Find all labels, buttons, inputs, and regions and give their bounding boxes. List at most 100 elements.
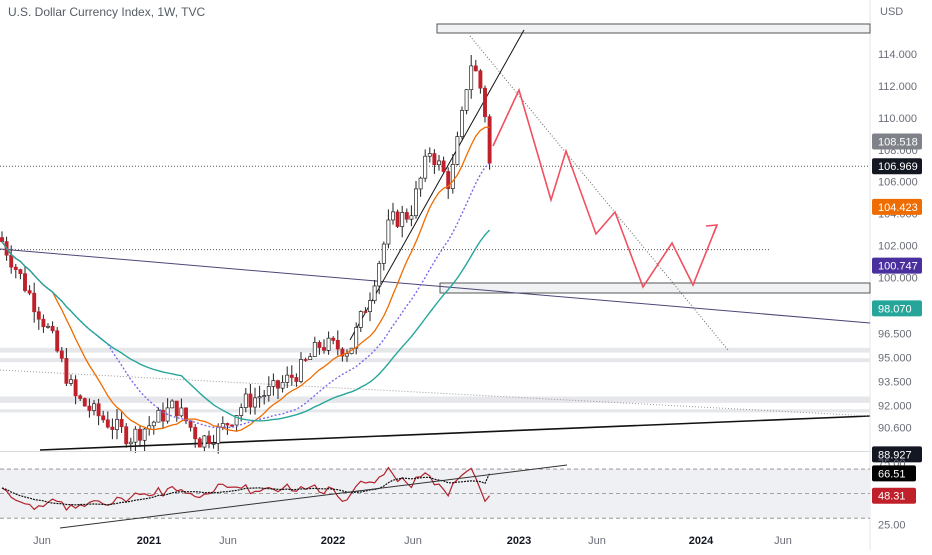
candle-body <box>414 188 418 217</box>
candle-body <box>303 359 308 361</box>
candle-body <box>216 426 221 444</box>
support-band <box>0 347 870 353</box>
x-axis-label: 2021 <box>137 535 161 547</box>
x-axis-label: Jun <box>774 535 792 547</box>
candle-body <box>335 340 340 350</box>
candle-body <box>427 153 432 157</box>
price-tick-label: 96.500 <box>878 328 912 340</box>
ma-slow-line <box>1 229 491 422</box>
projection-arrow-head <box>705 224 719 236</box>
support-band <box>0 358 870 363</box>
candle-body <box>170 400 175 409</box>
ma-fast-line <box>1 126 490 432</box>
candle-body <box>487 116 492 164</box>
price-tick-label: 93.500 <box>878 376 912 388</box>
candle-body <box>450 164 455 189</box>
x-axis-label: 2024 <box>689 535 714 547</box>
candle-body <box>331 337 336 341</box>
candle-body <box>326 337 331 351</box>
candle-body <box>368 300 372 313</box>
dotted-trendline <box>0 369 871 417</box>
candle-body <box>299 359 303 382</box>
candle-body <box>184 407 188 422</box>
candle-body <box>423 155 428 179</box>
candle-body <box>46 325 50 328</box>
price-tick-label: 114.000 <box>878 49 917 61</box>
candle-body <box>101 415 106 421</box>
candle-body <box>377 263 382 287</box>
candle-body <box>202 435 207 448</box>
currency-label: USD <box>880 6 903 18</box>
support-band <box>0 409 870 413</box>
candle-body <box>197 438 202 448</box>
candle-body <box>138 428 142 441</box>
price-label-box <box>872 257 922 274</box>
candle-body <box>243 393 248 408</box>
candle-body <box>478 70 483 89</box>
candle-body <box>211 442 216 445</box>
candle-body <box>358 311 363 328</box>
candle-body <box>404 212 409 220</box>
candle-body <box>363 311 368 313</box>
candle-body <box>179 407 184 417</box>
candle-body <box>483 87 487 118</box>
candle-body <box>386 219 391 245</box>
candle-body <box>317 342 322 348</box>
x-axis-label: Jun <box>404 535 422 547</box>
candle-body <box>13 266 18 270</box>
candle-body <box>395 211 400 227</box>
rsi-trendline <box>59 464 568 529</box>
candle-body <box>0 237 4 242</box>
rsi-label-text: 66.51 <box>878 468 906 480</box>
rsi-label-box <box>872 465 916 482</box>
candle-body <box>73 379 78 397</box>
price-tick-label: 90.600 <box>878 423 912 435</box>
candle-body <box>18 269 23 275</box>
candle-body <box>322 347 326 351</box>
price-label-text: 100.747 <box>878 261 918 273</box>
rsi-tick-label: 25.00 <box>878 519 906 531</box>
candle-body <box>381 243 386 264</box>
candle-body <box>151 421 156 427</box>
candle-body <box>41 318 46 328</box>
x-axis-label: 2022 <box>321 535 345 547</box>
candle-body <box>105 419 110 428</box>
price-tick-label: 106.000 <box>878 177 918 189</box>
x-axis-label: 2023 <box>507 535 531 547</box>
x-axis-label: Jun <box>33 535 51 547</box>
support-box <box>439 282 871 294</box>
candle-body <box>280 382 285 389</box>
candle-body <box>133 428 138 443</box>
candle-body <box>188 420 193 428</box>
support-band <box>0 396 870 403</box>
candle-body <box>36 311 41 320</box>
price-tick-label: 100.000 <box>878 273 918 285</box>
candle-body <box>285 374 290 383</box>
candle-body <box>207 435 211 444</box>
candle-body <box>87 405 92 411</box>
rsi-ma-line <box>1 473 491 506</box>
price-label-text: 104.423 <box>878 202 918 214</box>
price-label-box <box>872 158 922 175</box>
descending-trendline <box>0 248 871 324</box>
candle-body <box>64 357 69 384</box>
price-label-box <box>872 300 922 317</box>
candle-body <box>9 254 14 268</box>
candle-body <box>225 423 230 426</box>
x-axis-label: Jun <box>219 535 237 547</box>
pane-divider[interactable] <box>0 451 870 452</box>
candle-body <box>409 215 414 220</box>
candle-body <box>345 353 349 357</box>
x-axis-label: Jun <box>588 535 606 547</box>
candle-body <box>92 403 96 411</box>
candle-body <box>27 290 32 294</box>
candles <box>0 54 492 454</box>
candle-body <box>294 377 299 382</box>
candle-body <box>59 350 64 359</box>
candle-body <box>464 89 469 111</box>
chart-title: U.S. Dollar Currency Index, 1W, TVC <box>8 5 206 19</box>
candle-body <box>230 424 234 427</box>
price-label-text: 98.070 <box>878 303 912 315</box>
